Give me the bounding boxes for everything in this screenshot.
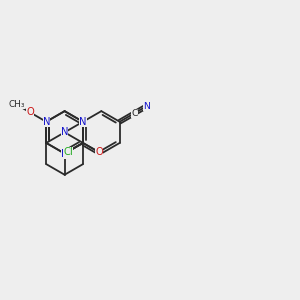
Text: O: O (95, 147, 103, 157)
Text: N: N (61, 127, 68, 137)
Text: CH₃: CH₃ (9, 100, 25, 109)
Text: N: N (61, 148, 68, 158)
Text: N: N (79, 117, 87, 127)
Text: C: C (131, 109, 138, 118)
Text: O: O (26, 107, 34, 117)
Text: N: N (43, 117, 50, 127)
Text: Cl: Cl (63, 147, 73, 157)
Text: N: N (143, 102, 150, 111)
